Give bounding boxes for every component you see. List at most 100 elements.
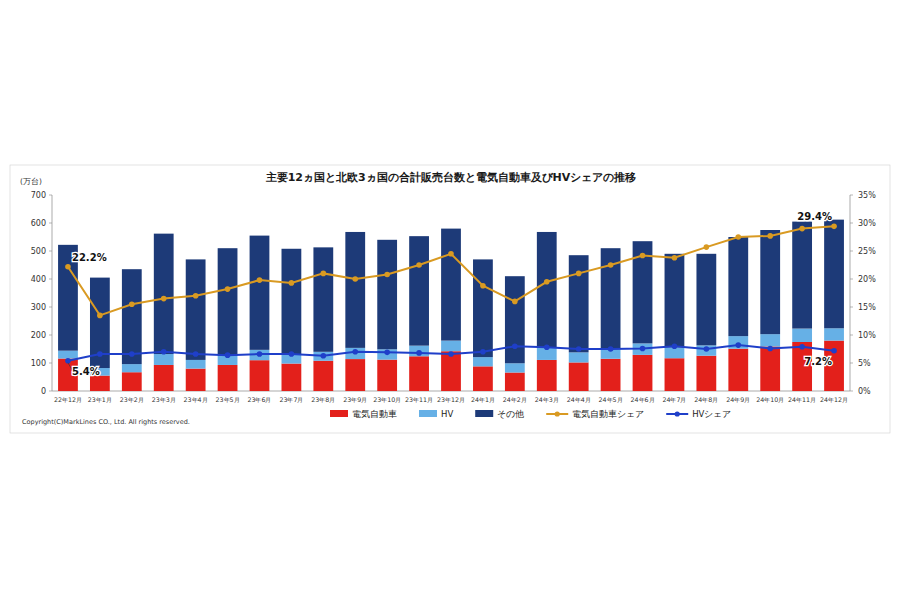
bar <box>601 359 621 391</box>
marker <box>193 293 199 299</box>
marker <box>193 351 199 357</box>
bar <box>441 351 461 391</box>
bar <box>569 255 589 352</box>
bar <box>441 229 461 341</box>
legend-swatch <box>475 410 493 417</box>
bar <box>409 356 429 391</box>
line <box>68 226 834 315</box>
y-tick <box>49 391 52 392</box>
bar <box>186 360 206 369</box>
annotation: 5.4% <box>72 366 100 377</box>
x-tick-label: 24年10月 <box>756 396 784 403</box>
y2-tick-label: 30% <box>858 219 876 228</box>
marker <box>416 350 422 356</box>
y2-tick <box>850 223 853 224</box>
y-tick <box>49 335 52 336</box>
bar <box>122 269 142 364</box>
y-tick-label: 0 <box>41 387 46 396</box>
legend-swatch <box>555 411 560 416</box>
x-tick-label: 23年7月 <box>279 396 303 403</box>
x-tick-label: 23年10月 <box>373 396 401 403</box>
marker <box>480 349 486 355</box>
bar <box>473 259 493 357</box>
annotation: 29.4% <box>797 211 832 222</box>
bar <box>122 364 142 372</box>
bar <box>696 356 716 391</box>
marker <box>352 349 358 355</box>
legend-label: 電気自動車 <box>352 409 397 419</box>
marker <box>640 346 646 352</box>
legend-swatch <box>675 411 680 416</box>
x-tick-label: 23年6月 <box>247 396 271 403</box>
bar <box>441 341 461 352</box>
y2-tick-label: 25% <box>858 247 876 256</box>
title: 主要12ヵ国と北欧3ヵ国の合計販売台数と電気自動車及びHVシェアの推移 <box>265 171 637 184</box>
y-tick-label: 700 <box>31 191 46 200</box>
bar <box>569 362 589 391</box>
y2-tick <box>850 195 853 196</box>
y2-tick-label: 10% <box>858 331 876 340</box>
y-tick-label: 200 <box>31 331 46 340</box>
bar <box>154 354 174 365</box>
bar <box>282 364 302 391</box>
bar <box>218 248 238 356</box>
x-tick-label: 24年11月 <box>788 396 816 403</box>
legend-label: その他 <box>497 409 524 419</box>
x-tick-label: 24年9月 <box>726 396 750 403</box>
marker <box>161 349 167 355</box>
x-tick-label: 23年2月 <box>120 396 144 403</box>
marker <box>672 255 678 261</box>
marker <box>799 344 805 350</box>
marker <box>129 301 135 307</box>
bar <box>409 236 429 345</box>
bar <box>824 220 844 329</box>
bar <box>505 276 525 363</box>
x-tick-label: 23年8月 <box>311 396 335 403</box>
y-tick-label: 100 <box>31 359 46 368</box>
bar <box>633 355 653 391</box>
y2-tick <box>850 335 853 336</box>
marker <box>225 286 231 292</box>
bar <box>122 372 142 391</box>
marker <box>384 350 390 356</box>
bar <box>186 369 206 391</box>
bar <box>345 232 365 348</box>
bar <box>409 346 429 357</box>
x-tick-label: 24年12月 <box>820 396 848 403</box>
marker <box>767 346 773 352</box>
bar <box>792 329 812 342</box>
bar <box>824 328 844 340</box>
bar <box>313 361 333 391</box>
annotation: 22.2% <box>72 252 107 263</box>
marker <box>608 346 614 352</box>
bar <box>186 259 206 360</box>
x-tick-label: 23年5月 <box>216 396 240 403</box>
chart-frame <box>10 165 890 433</box>
bar <box>665 358 685 391</box>
marker <box>831 348 837 354</box>
marker <box>97 313 103 319</box>
bar <box>696 345 716 355</box>
y2-axis <box>850 195 851 391</box>
y-axis <box>52 195 53 391</box>
annotation: 7.2% <box>804 356 832 367</box>
x-tick-label: 24年6月 <box>631 396 655 403</box>
bar <box>728 237 748 336</box>
y2-tick <box>850 391 853 392</box>
legend-label: 電気自動車シェア <box>572 409 644 419</box>
marker <box>225 352 231 358</box>
marker <box>512 343 518 349</box>
bar <box>665 254 685 348</box>
bar <box>728 349 748 391</box>
legend-label: HVシェア <box>692 409 731 419</box>
x-tick-label: 24年2月 <box>503 396 527 403</box>
marker <box>799 226 805 232</box>
bar <box>760 230 780 334</box>
marker <box>416 262 422 268</box>
y2-tick-label: 0% <box>858 387 871 396</box>
marker <box>65 264 71 270</box>
plot-area <box>58 220 844 391</box>
bar <box>250 360 270 391</box>
marker <box>384 272 390 278</box>
marker <box>576 271 582 277</box>
